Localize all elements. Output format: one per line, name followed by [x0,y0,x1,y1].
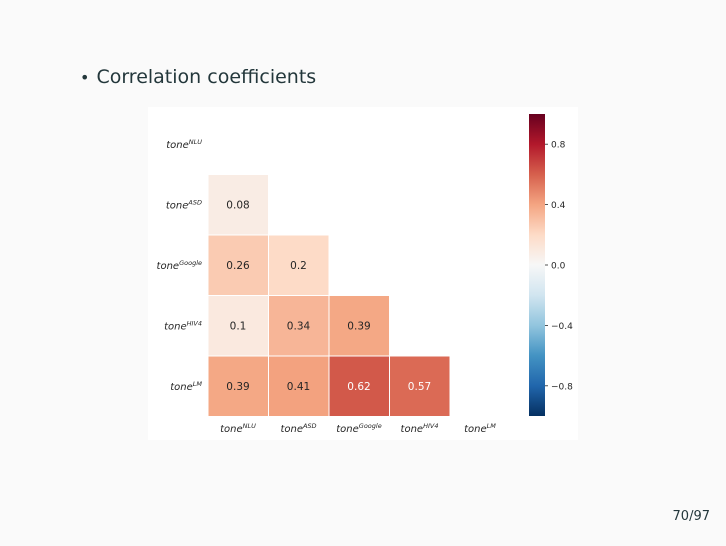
heatmap-cell [207,234,269,296]
heatmap-cell-label: 0.62 [347,381,370,393]
heatmap-cell-label: 0.08 [226,200,249,212]
heatmap-cell-label: 0.41 [287,381,310,393]
col-label: toneHIV4 [401,422,439,435]
row-label: toneGoogle [157,259,202,272]
bullet-item: • Correlation coefficients [80,66,316,88]
heatmap-cell [207,355,269,417]
colorbar [529,114,545,416]
heatmap-cell-label: 0.34 [287,321,311,333]
colorbar-tick-label: 0.4 [551,201,566,211]
row-label: toneNLU [166,138,202,151]
bullet-dot-icon: • [80,68,90,87]
heatmap-cell [207,174,269,236]
bullet-text: Correlation coefficients [96,66,317,88]
row-label: toneASD [166,199,202,212]
col-label: toneLM [464,422,496,435]
col-label: toneNLU [220,422,256,435]
correlation-heatmap: 0.08 0.26 0.2 0.1 0.34 0.39 0.39 0.41 0.62 0.57 t… [157,114,573,435]
page-number: 70/97 [672,509,710,524]
col-label: toneASD [280,422,316,435]
row-label: toneHIV4 [164,320,202,333]
heatmap-cell [268,355,330,417]
colorbar-tick-label: −0.8 [551,382,573,392]
heatmap-cell-label: 0.1 [230,321,247,333]
heatmap-cell-label: 0.2 [290,260,307,272]
heatmap-cell [328,295,390,357]
heatmap-cell-label: 0.57 [408,381,431,393]
heatmap-cell [328,355,390,417]
colorbar-tick-label: 0.8 [551,141,566,151]
heatmap-cell [268,234,330,296]
heatmap-cell-label: 0.39 [347,321,370,333]
row-label: toneLM [170,380,202,393]
heatmap-cell-label: 0.26 [226,260,250,272]
correlation-figure: 0.08 0.26 0.2 0.1 0.34 0.39 0.39 0.41 0.62 0.57 t… [148,107,578,440]
heatmap-cell [389,355,451,417]
heatmap-cell-label: 0.39 [226,381,249,393]
col-label: toneGoogle [336,422,381,435]
colorbar-tick-label: −0.4 [551,322,573,332]
colorbar-tick-label: 0.0 [551,262,566,272]
